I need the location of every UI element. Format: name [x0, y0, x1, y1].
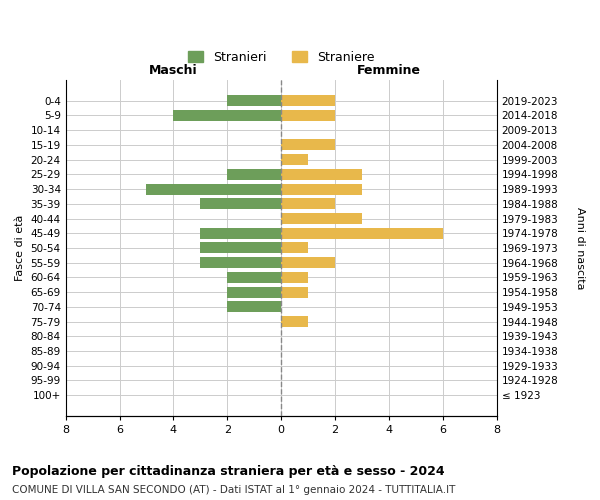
- Y-axis label: Fasce di età: Fasce di età: [15, 215, 25, 281]
- Bar: [173, 110, 281, 121]
- Text: Maschi: Maschi: [149, 64, 198, 76]
- Bar: [281, 228, 443, 239]
- Text: Femmine: Femmine: [357, 64, 421, 76]
- Bar: [227, 95, 281, 106]
- Bar: [281, 272, 308, 283]
- Bar: [200, 228, 281, 239]
- Bar: [281, 198, 335, 209]
- Legend: Stranieri, Straniere: Stranieri, Straniere: [183, 46, 379, 69]
- Bar: [281, 286, 308, 298]
- Bar: [200, 257, 281, 268]
- Bar: [281, 213, 362, 224]
- Y-axis label: Anni di nascita: Anni di nascita: [575, 206, 585, 289]
- Bar: [281, 257, 335, 268]
- Bar: [281, 316, 308, 327]
- Bar: [227, 286, 281, 298]
- Bar: [281, 110, 335, 121]
- Bar: [227, 302, 281, 312]
- Bar: [200, 198, 281, 209]
- Bar: [227, 272, 281, 283]
- Text: Popolazione per cittadinanza straniera per età e sesso - 2024: Popolazione per cittadinanza straniera p…: [12, 465, 445, 478]
- Bar: [281, 154, 308, 165]
- Bar: [281, 184, 362, 194]
- Bar: [281, 169, 362, 180]
- Bar: [227, 169, 281, 180]
- Bar: [200, 242, 281, 254]
- Bar: [281, 140, 335, 150]
- Bar: [281, 95, 335, 106]
- Bar: [281, 242, 308, 254]
- Bar: [146, 184, 281, 194]
- Text: COMUNE DI VILLA SAN SECONDO (AT) - Dati ISTAT al 1° gennaio 2024 - TUTTITALIA.IT: COMUNE DI VILLA SAN SECONDO (AT) - Dati …: [12, 485, 455, 495]
